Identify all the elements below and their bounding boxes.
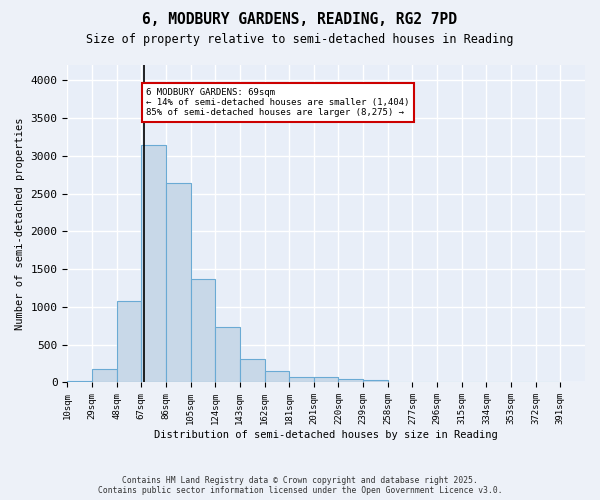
Text: Size of property relative to semi-detached houses in Reading: Size of property relative to semi-detach… (86, 32, 514, 46)
Bar (265, 371, 289, 382)
Y-axis label: Number of semi-detached properties: Number of semi-detached properties (15, 118, 25, 330)
Text: 6, MODBURY GARDENS, READING, RG2 7PD: 6, MODBURY GARDENS, READING, RG2 7PD (143, 12, 458, 28)
X-axis label: Distribution of semi-detached houses by size in Reading: Distribution of semi-detached houses by … (154, 430, 498, 440)
Bar (67, 381, 92, 382)
Bar (240, 359, 265, 382)
Bar (338, 380, 363, 382)
Bar (116, 301, 141, 382)
Bar (166, 183, 191, 382)
Bar (314, 377, 338, 382)
Text: Contains HM Land Registry data © Crown copyright and database right 2025.
Contai: Contains HM Land Registry data © Crown c… (98, 476, 502, 495)
Bar (289, 377, 314, 382)
Bar (363, 380, 388, 382)
Bar (92, 369, 116, 382)
Text: 6 MODBURY GARDENS: 69sqm
← 14% of semi-detached houses are smaller (1,404)
85% o: 6 MODBURY GARDENS: 69sqm ← 14% of semi-d… (146, 88, 410, 118)
Bar (141, 145, 166, 382)
Bar (191, 279, 215, 382)
Bar (215, 326, 240, 382)
